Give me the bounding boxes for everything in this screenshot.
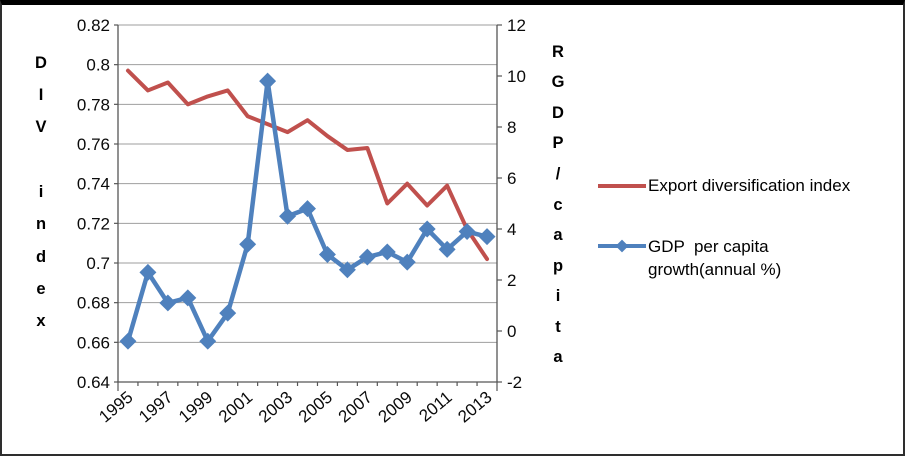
y-axis-tick-label: 0.66 — [77, 333, 110, 352]
legend-label: Export diversification index — [648, 176, 851, 195]
data-point-diamond — [338, 261, 356, 279]
secondary-y-axis-tick-label: -2 — [507, 373, 522, 392]
right-axis-title-char: t — [555, 317, 561, 336]
data-point-diamond — [358, 248, 376, 266]
y-axis-tick-label: 0.78 — [77, 95, 110, 114]
data-point-diamond — [478, 228, 496, 246]
left-axis-title-char: D — [35, 53, 47, 72]
left-axis-title-char: I — [38, 85, 44, 104]
data-point-diamond — [239, 235, 257, 253]
y-axis-tick-label: 0.8 — [86, 56, 110, 75]
y-axis-tick-label: 0.72 — [77, 214, 110, 233]
data-point-diamond — [119, 332, 137, 350]
data-point-diamond — [418, 220, 436, 238]
legend: Export diversification index GDP per cap… — [598, 175, 900, 281]
series-line-export-diversification-index — [125, 68, 490, 262]
x-axis-tick-label: 2011 — [415, 388, 455, 426]
right-axis-title-char: i — [555, 287, 561, 306]
left-axis-title-char: i — [38, 182, 44, 201]
x-axis-tick-label: 2003 — [255, 388, 296, 427]
right-axis-title-char: P — [552, 134, 564, 153]
left-axis-title-char — [23, 144, 59, 176]
x-axis-tick-label: 1999 — [175, 388, 216, 427]
chart-plot: 0.82 0.8 0.78 0.76 0.74 0.72 0.7 0.68 0.66 0.64 12… — [77, 16, 526, 427]
data-point-diamond — [318, 246, 336, 263]
y-axis-tick-label: 0.76 — [77, 135, 110, 154]
secondary-y-axis-tick-label: 2 — [507, 271, 516, 290]
x-axis-tick-label: 1995 — [95, 388, 136, 427]
data-point-diamond — [279, 207, 297, 225]
right-axis-title-char: a — [553, 348, 563, 367]
legend-blue-line-swatch — [598, 239, 646, 253]
y-axis-tick-label: 0.64 — [77, 373, 110, 392]
data-point-diamond — [259, 72, 277, 90]
data-point-diamond — [179, 289, 197, 307]
secondary-y-axis-tick-label: 12 — [507, 16, 526, 35]
legend-item-gdp-per-capita-growth: GDP per capita growth(annual %) — [598, 235, 900, 281]
secondary-y-axis-tick-label: 10 — [507, 67, 526, 86]
data-point-diamond — [199, 332, 217, 350]
right-axis-title-char: c — [553, 195, 563, 214]
left-axis-title-char: x — [36, 312, 46, 331]
data-point-diamond — [219, 304, 237, 322]
x-axis-tick-label: 2005 — [295, 388, 336, 427]
x-axis-tick-label: 1997 — [135, 388, 176, 427]
x-axis-tick-label: 2009 — [375, 388, 416, 427]
data-point-diamond — [398, 253, 416, 271]
data-point-diamond — [458, 223, 476, 241]
right-axis-title-char: / — [555, 164, 561, 183]
y-axis-tick-label: 0.82 — [77, 16, 110, 35]
right-axis-title-char: p — [552, 256, 564, 275]
right-axis-title-char: R — [552, 42, 564, 61]
left-axis-title-char: e — [36, 279, 46, 298]
legend-item-export-diversification-index: Export diversification index — [598, 175, 900, 197]
right-axis-title-char: G — [551, 73, 565, 92]
data-point-diamond — [438, 240, 456, 258]
diamond-marker-icon — [615, 239, 629, 253]
data-point-diamond — [299, 200, 316, 218]
left-axis-title-char: n — [35, 215, 47, 234]
legend-red-line-swatch — [598, 184, 646, 188]
left-axis-title-char: V — [35, 118, 47, 137]
secondary-y-axis-tick-label: 6 — [507, 169, 516, 188]
data-point-diamond — [378, 243, 396, 261]
data-point-diamond — [159, 294, 177, 312]
legend-label: GDP per capita growth(annual %) — [648, 237, 782, 279]
right-axis-title: R G D P / c a p i t a — [542, 37, 574, 373]
secondary-y-axis-tick-label: 8 — [507, 118, 516, 137]
left-axis-title-char: d — [35, 247, 47, 266]
y-axis-tick-label: 0.68 — [77, 294, 110, 313]
secondary-y-axis-tick-label: 0 — [507, 322, 516, 341]
secondary-y-axis-tick-label: 4 — [507, 220, 516, 239]
right-axis-title-char: a — [553, 226, 563, 245]
x-axis-tick-label: 2007 — [335, 388, 376, 427]
x-axis-tick-label: 2013 — [454, 388, 495, 427]
y-axis-tick-label: 0.74 — [77, 175, 110, 194]
right-axis-title-char: D — [552, 103, 564, 122]
y-axis-tick-label: 0.7 — [86, 254, 110, 273]
data-point-diamond — [139, 263, 157, 281]
x-axis-tick-label: 2001 — [215, 388, 256, 427]
